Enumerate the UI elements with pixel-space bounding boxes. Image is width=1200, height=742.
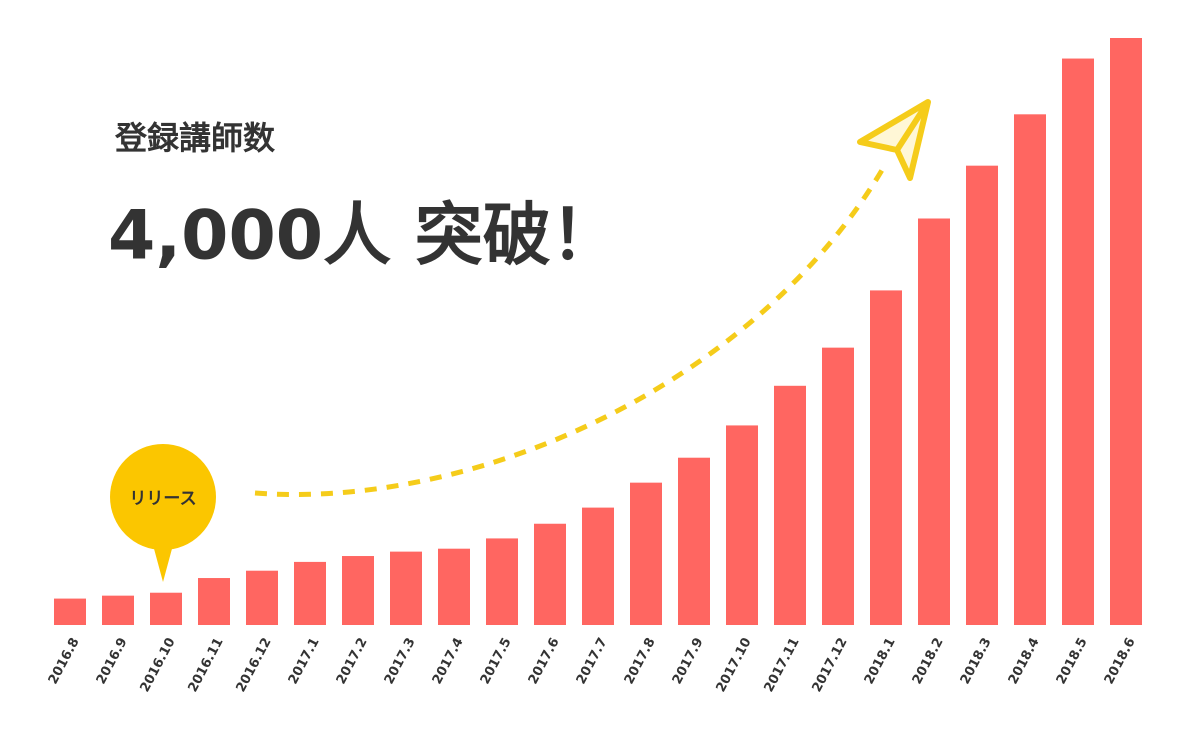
bar	[582, 507, 614, 625]
x-tick-label: 2017.11	[762, 635, 803, 694]
x-tick-label: 2017.9	[670, 635, 707, 686]
bar	[438, 548, 470, 625]
bar	[870, 290, 902, 625]
x-tick-label: 2018.6	[1102, 635, 1139, 686]
x-tick-label: 2016.11	[186, 635, 227, 694]
annotation: リリース	[129, 489, 196, 509]
x-tick-label: 2017.1	[286, 635, 323, 686]
headline: 4,000人 突破！	[108, 197, 619, 276]
x-tick-label: 2018.1	[862, 635, 899, 686]
x-tick-label: 2018.5	[1054, 635, 1091, 686]
x-tick-label: 2017.12	[810, 635, 851, 694]
bar	[342, 556, 374, 625]
bar	[390, 551, 422, 625]
bar	[486, 538, 518, 625]
x-tick-label: 2016.12	[234, 635, 275, 694]
bar	[1110, 38, 1142, 625]
bar	[102, 595, 134, 625]
x-tick-label: 2016.9	[94, 635, 131, 686]
x-tick-label: 2017.3	[382, 635, 419, 686]
bar	[774, 385, 806, 625]
callout-bubble	[110, 444, 216, 550]
bar	[678, 457, 710, 625]
x-tick-label: 2017.8	[622, 635, 659, 686]
x-tick-label: 2017.4	[430, 635, 467, 686]
bar	[294, 561, 326, 625]
callout-pointer	[153, 545, 173, 582]
x-tick-label: 2017.2	[334, 635, 371, 686]
x-tick-label: 2017.10	[714, 635, 755, 694]
bar	[918, 218, 950, 625]
x-tick-label: 2017.6	[526, 635, 563, 686]
bar	[198, 578, 230, 625]
bar	[54, 598, 86, 625]
bar	[630, 482, 662, 625]
bar	[246, 570, 278, 625]
bar	[1014, 114, 1046, 625]
release-callout: リリース	[110, 444, 216, 582]
paper-plane	[857, 99, 931, 181]
x-tick-label: 2016.10	[138, 635, 179, 694]
bar	[150, 592, 182, 625]
x-tick-label: 2016.8	[46, 635, 83, 686]
bar	[534, 523, 566, 625]
x-tick-label: 2018.4	[1006, 635, 1043, 686]
trend-arrow	[254, 163, 888, 497]
bar	[1062, 58, 1094, 626]
bar	[966, 165, 998, 626]
chart-title: 登録講師数	[114, 119, 276, 157]
bar	[726, 425, 758, 625]
x-tick-label: 2017.7	[574, 635, 611, 686]
x-tick-label: 2018.3	[958, 635, 995, 686]
bar	[822, 347, 854, 625]
x-tick-label: 2018.2	[910, 635, 947, 686]
x-tick-label: 2017.5	[478, 635, 515, 686]
